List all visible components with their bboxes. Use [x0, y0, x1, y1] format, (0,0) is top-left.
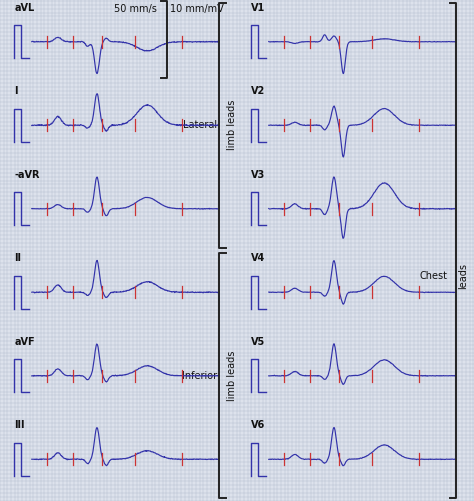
Text: II: II: [14, 253, 21, 263]
Text: I: I: [14, 86, 18, 96]
Text: aVF: aVF: [14, 337, 35, 347]
Text: leads: leads: [458, 263, 468, 289]
Text: 50 mm/s: 50 mm/s: [114, 4, 156, 14]
Text: Lateral: Lateral: [183, 120, 217, 130]
Text: V1: V1: [251, 3, 265, 13]
Text: Chest: Chest: [420, 271, 448, 281]
Text: -aVR: -aVR: [14, 169, 40, 179]
Text: Inferior: Inferior: [182, 371, 217, 381]
Text: limb leads: limb leads: [227, 100, 237, 150]
Text: V3: V3: [251, 169, 265, 179]
Text: V4: V4: [251, 253, 265, 263]
Text: V2: V2: [251, 86, 265, 96]
Text: 10 mm/mV: 10 mm/mV: [170, 4, 224, 14]
Text: V5: V5: [251, 337, 265, 347]
Text: aVL: aVL: [14, 3, 35, 13]
Text: V6: V6: [251, 420, 265, 430]
Text: limb leads: limb leads: [227, 351, 237, 401]
Text: III: III: [14, 420, 25, 430]
